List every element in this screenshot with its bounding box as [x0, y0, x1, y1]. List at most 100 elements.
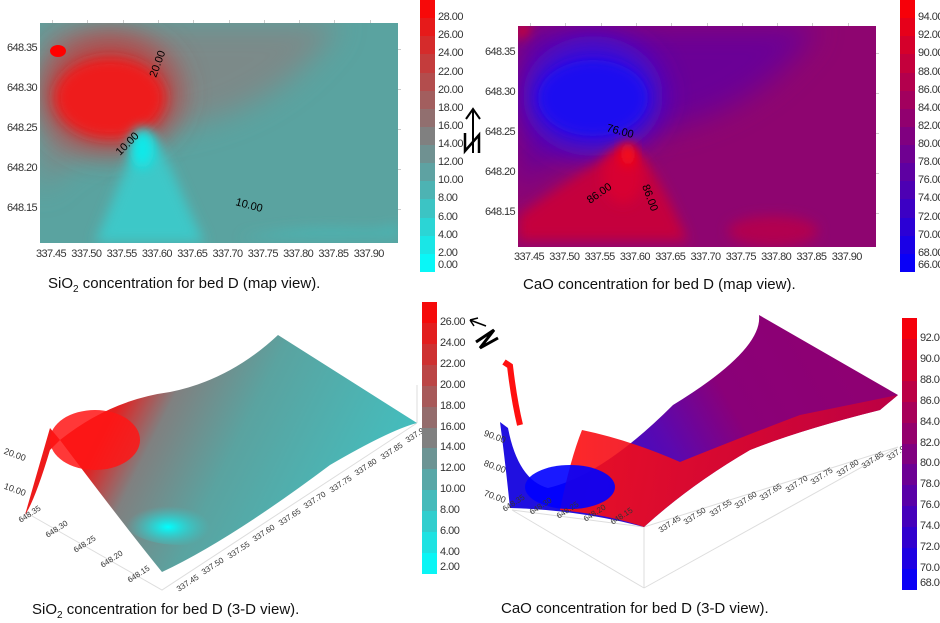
colorbar-band — [900, 54, 915, 74]
cao-surface-plot — [500, 315, 899, 589]
colorbar-tick-label: 12.00 — [440, 462, 466, 475]
colorbar-band — [900, 145, 915, 164]
x-tick-label: 337.80 — [283, 248, 314, 260]
y-tick-mark — [876, 93, 879, 94]
colorbar-tick-label: 76.00 — [918, 174, 940, 187]
sio2-min-region — [130, 128, 154, 168]
colorbar-tick-label: 22.00 — [438, 65, 464, 78]
cao-corner-high — [518, 26, 533, 41]
caption-text: SiO — [32, 601, 58, 618]
x-tick-label: 337.90 — [353, 248, 385, 260]
caption-text: concentration for bed D (map view). — [78, 275, 321, 292]
colorbar-tick-label: 16.00 — [438, 119, 464, 132]
colorbar-tick-label: 14.00 — [438, 138, 464, 151]
colorbar-tick-label: 12.00 — [438, 156, 464, 169]
y-tick-mark — [398, 49, 401, 50]
x-tick-label: 337.85 — [318, 248, 349, 260]
colorbar-band — [422, 406, 437, 429]
x-tick-mark — [52, 20, 53, 23]
colorbar-band — [900, 36, 915, 55]
x-tick-mark — [706, 23, 708, 26]
x-tick-mark — [193, 20, 195, 23]
colorbar-tick-label: 78.00 — [918, 156, 940, 169]
colorbar-tick-label: 78.00 — [920, 478, 940, 491]
x-tick-label: 337.70 — [212, 248, 244, 260]
y-tick-mark — [398, 169, 401, 170]
colorbar-tick-label: 22.00 — [440, 357, 466, 370]
colorbar-band — [900, 90, 915, 110]
colorbar-band — [422, 511, 437, 533]
colorbar-tick-label: 2.00 — [438, 246, 458, 259]
x-tick-mark — [812, 23, 814, 26]
colorbar-band — [900, 199, 915, 219]
x-tick-label: 337.75 — [247, 248, 279, 260]
x-tick-label: 337.45 — [36, 248, 67, 260]
colorbar-band — [422, 553, 437, 575]
colorbar-tick-label: 82.00 — [918, 119, 940, 132]
colorbar-band — [420, 253, 435, 273]
colorbar-band — [902, 401, 917, 424]
colorbar-tick-label: 80.00 — [918, 138, 940, 151]
x-tick-mark — [565, 23, 567, 26]
sio2-3d-caption: SiO2 concentration for bed D (3-D view). — [32, 601, 299, 621]
colorbar-tick-label: 10.00 — [438, 174, 464, 187]
colorbar-band — [902, 338, 917, 361]
colorbar-tick-label: 68.00 — [918, 246, 940, 259]
colorbar-band — [900, 108, 915, 128]
colorbar-tick-label: 18.00 — [438, 101, 464, 114]
x-tick-label: 337.65 — [655, 251, 686, 263]
colorbar-tick-label: 76.00 — [920, 499, 940, 512]
cao-3d-caption: CaO concentration for bed D (3-D view). — [501, 600, 769, 617]
colorbar-tick-label: 20.00 — [440, 378, 466, 391]
x-tick-mark — [600, 23, 602, 26]
colorbar-tick-label: 2.00 — [440, 561, 460, 573]
x-tick-label: 337.70 — [690, 251, 722, 263]
colorbar-band — [902, 506, 917, 528]
colorbar-tick-label: 70.00 — [920, 562, 940, 575]
x-tick-mark — [334, 20, 336, 23]
x-tick-mark — [87, 20, 89, 23]
colorbar-tick-label: 68.00 — [920, 577, 940, 589]
colorbar-band — [420, 72, 435, 92]
colorbar-tick-label: 66.00 — [918, 259, 940, 271]
colorbar-band — [900, 163, 915, 182]
y-tick-mark — [876, 213, 879, 214]
colorbar-band — [420, 18, 435, 37]
colorbar-tick-label: 70.00 — [918, 228, 940, 241]
colorbar-tick-label: 26.00 — [440, 315, 466, 328]
colorbar-tick-label: 92.00 — [920, 331, 940, 344]
colorbar-band — [420, 36, 435, 55]
colorbar-band — [422, 302, 437, 324]
cao-surface-edge — [502, 359, 523, 426]
x-tick-label: 337.65 — [177, 248, 208, 260]
colorbar-band — [420, 108, 435, 128]
caption-text: SiO — [48, 275, 74, 292]
colorbar-tick-label: 88.00 — [920, 373, 940, 386]
colorbar-band — [902, 443, 917, 465]
colorbar-tick-label: 14.00 — [440, 441, 466, 454]
colorbar-band — [420, 181, 435, 200]
colorbar-band — [902, 359, 917, 382]
x-tick-mark — [122, 20, 124, 23]
colorbar-tick-label: 86.00 — [920, 394, 940, 407]
x-tick-mark — [299, 20, 301, 23]
colorbar-tick-label: 0.00 — [438, 259, 458, 271]
colorbar-band — [420, 54, 435, 74]
x-tick-mark — [530, 23, 531, 26]
colorbar-tick-label: 24.00 — [440, 336, 466, 349]
x-tick-label: 337.60 — [619, 251, 651, 263]
cao-surface-low — [525, 465, 615, 509]
colorbar-tick-label: 20.00 — [438, 83, 464, 96]
colorbar-band — [420, 199, 435, 219]
colorbar-band — [900, 235, 915, 255]
colorbar-band — [902, 569, 917, 591]
colorbar-tick-label: 90.00 — [918, 47, 940, 60]
colorbar-tick-label: 10.00 — [440, 483, 466, 496]
cao-contour-plot: 76.00 86.00 86.00 — [518, 26, 876, 247]
colorbar-tick-label: 8.00 — [440, 504, 460, 517]
colorbar-band — [902, 464, 917, 486]
x-tick-label: 337.55 — [584, 251, 616, 263]
colorbar-band — [902, 485, 917, 507]
x-tick-mark — [263, 20, 265, 23]
y-tick-label: 648.30 — [485, 86, 516, 98]
